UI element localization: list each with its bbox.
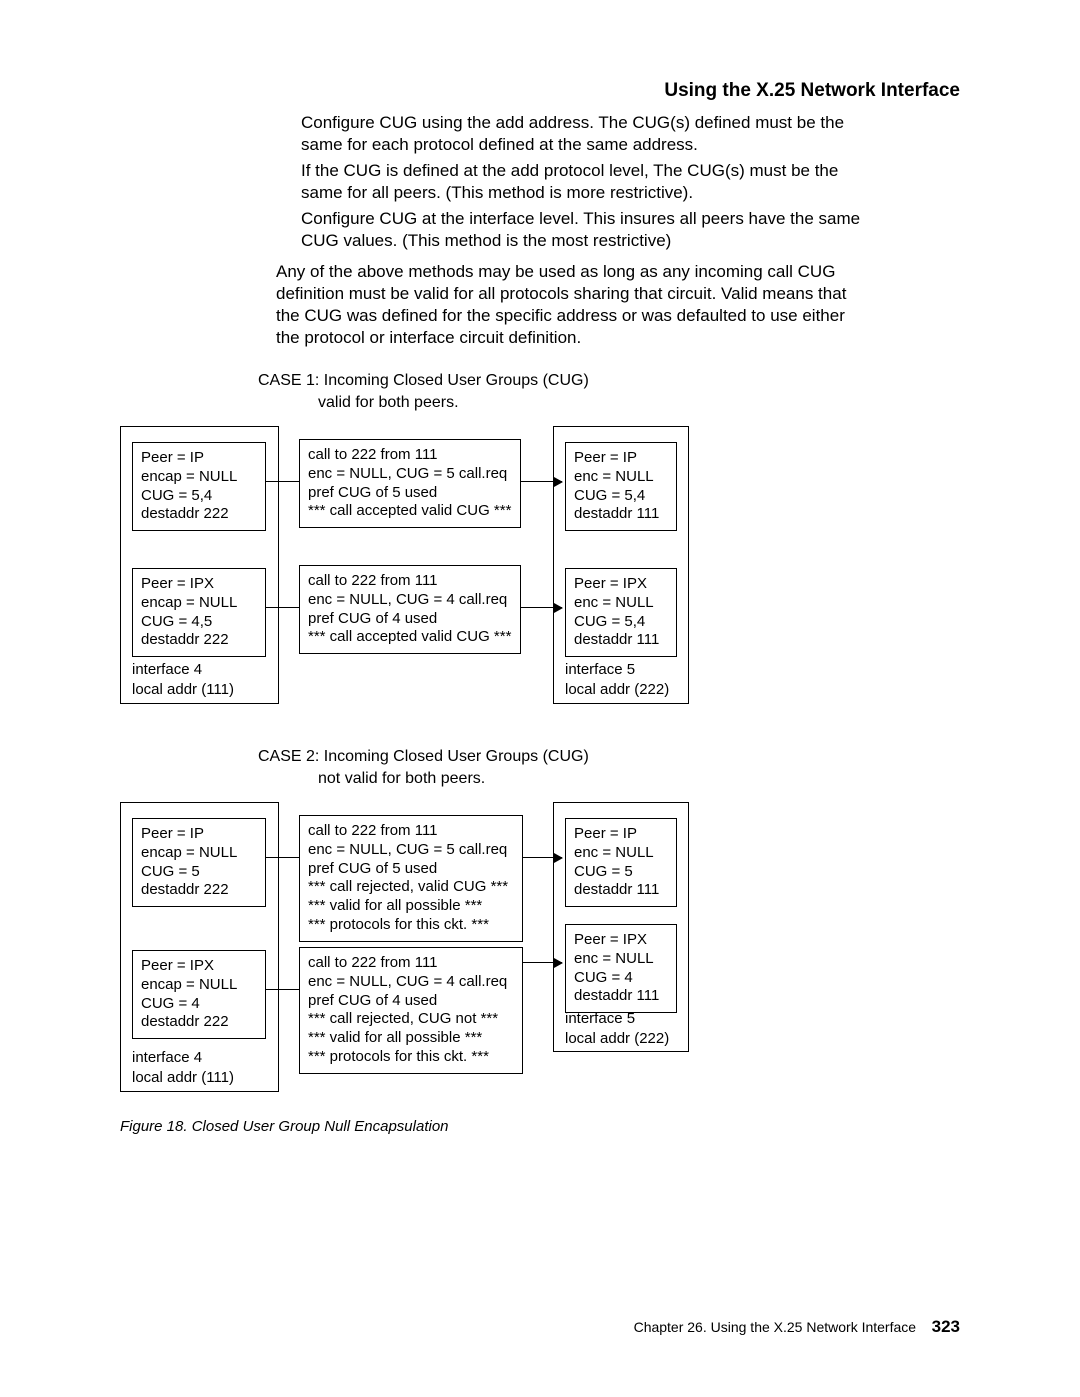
case2-label: CASE 2: Incoming Closed User Groups (CUG…: [258, 746, 589, 789]
connector: [266, 481, 299, 482]
connector: [266, 857, 299, 858]
case1-left-peer1: Peer = IP encap = NULL CUG = 5,4 destadd…: [132, 442, 266, 531]
figure-caption: Figure 18. Closed User Group Null Encaps…: [120, 1118, 449, 1135]
case1-label: CASE 1: Incoming Closed User Groups (CUG…: [258, 370, 589, 413]
case1-right-peer2: Peer = IPX enc = NULL CUG = 5,4 destaddr…: [565, 568, 677, 657]
case2-left-peer1: Peer = IP encap = NULL CUG = 5 destaddr …: [132, 818, 266, 907]
case1-right-iface-label: interface 5 local addr (222): [565, 660, 669, 699]
case2-label-line2: not valid for both peers.: [258, 768, 589, 790]
arrow: [521, 607, 562, 608]
case1-left-peer2: Peer = IPX encap = NULL CUG = 4,5 destad…: [132, 568, 266, 657]
connector: [266, 607, 299, 608]
paragraph-3: Configure CUG at the interface level. Th…: [301, 208, 869, 252]
arrow: [523, 962, 562, 963]
case2-left-iface-label: interface 4 local addr (111): [132, 1048, 234, 1087]
footer-chapter: Chapter 26. Using the X.25 Network Inter…: [634, 1319, 916, 1335]
case1-label-line2: valid for both peers.: [258, 392, 589, 414]
case2-left-peer2: Peer = IPX encap = NULL CUG = 4 destaddr…: [132, 950, 266, 1039]
connector: [266, 989, 299, 990]
page-header: Using the X.25 Network Interface: [664, 80, 960, 102]
case2-right-peer1: Peer = IP enc = NULL CUG = 5 destaddr 11…: [565, 818, 677, 907]
case1-call1: call to 222 from 111 enc = NULL, CUG = 5…: [299, 439, 521, 528]
paragraph-4: Any of the above methods may be used as …: [276, 261, 868, 349]
arrow: [523, 857, 562, 858]
case2-label-line1: CASE 2: Incoming Closed User Groups (CUG…: [258, 746, 589, 768]
case1-call2: call to 222 from 111 enc = NULL, CUG = 4…: [299, 565, 521, 654]
case2-right-iface-label: interface 5 local addr (222): [565, 1009, 669, 1048]
case1-right-peer1: Peer = IP enc = NULL CUG = 5,4 destaddr …: [565, 442, 677, 531]
paragraph-1: Configure CUG using the add address. The…: [301, 112, 869, 156]
case1-label-line1: CASE 1: Incoming Closed User Groups (CUG…: [258, 370, 589, 392]
paragraph-2: If the CUG is defined at the add protoco…: [301, 160, 856, 204]
case1-diagram: Peer = IP encap = NULL CUG = 5,4 destadd…: [120, 426, 690, 706]
case2-diagram: Peer = IP encap = NULL CUG = 5 destaddr …: [120, 802, 690, 1094]
case1-left-iface-label: interface 4 local addr (111): [132, 660, 234, 699]
case2-call2: call to 222 from 111 enc = NULL, CUG = 4…: [299, 947, 523, 1074]
case2-right-peer2: Peer = IPX enc = NULL CUG = 4 destaddr 1…: [565, 924, 677, 1013]
arrow: [521, 481, 562, 482]
page-footer: Chapter 26. Using the X.25 Network Inter…: [634, 1317, 960, 1337]
case2-call1: call to 222 from 111 enc = NULL, CUG = 5…: [299, 815, 523, 942]
footer-page-number: 323: [932, 1317, 960, 1336]
